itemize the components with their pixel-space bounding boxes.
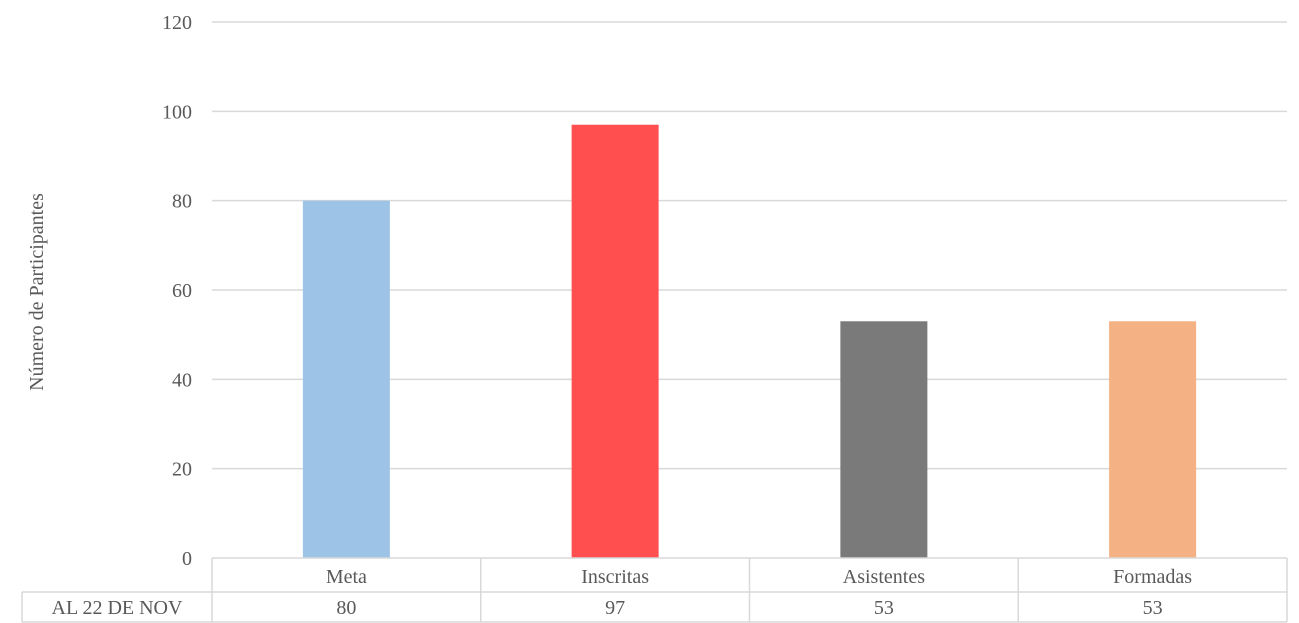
table-value: 53	[874, 597, 894, 619]
y-tick-label: 20	[172, 459, 192, 481]
x-category-label: Inscritas	[581, 566, 649, 588]
table-row-label: AL 22 DE NOV	[52, 597, 183, 619]
y-tick-label: 0	[182, 548, 192, 570]
y-tick-label: 40	[172, 369, 192, 391]
x-category-label: Formadas	[1113, 566, 1192, 588]
bar-inscritas	[571, 124, 659, 558]
y-axis-title: Número de Participantes	[26, 193, 48, 391]
table-value: 53	[1143, 597, 1163, 619]
table-value: 80	[336, 597, 356, 619]
bar-formadas	[1109, 321, 1197, 558]
x-category-label: Meta	[326, 566, 367, 588]
y-tick-label: 120	[162, 12, 192, 34]
table-value: 97	[605, 597, 625, 619]
bar-asistentes	[840, 321, 928, 558]
y-axis-ticks: 0 20 40 60 80 100 120	[162, 12, 192, 570]
gridlines	[212, 21, 1287, 470]
y-tick-label: 60	[172, 280, 192, 302]
y-tick-label: 80	[172, 191, 192, 213]
bars	[302, 124, 1197, 558]
data-table: Meta Inscritas Asistentes Formadas AL 22 DE …	[21, 557, 1288, 623]
x-category-label: Asistentes	[843, 566, 925, 588]
y-tick-label: 100	[162, 101, 192, 123]
bar-meta	[302, 200, 390, 558]
